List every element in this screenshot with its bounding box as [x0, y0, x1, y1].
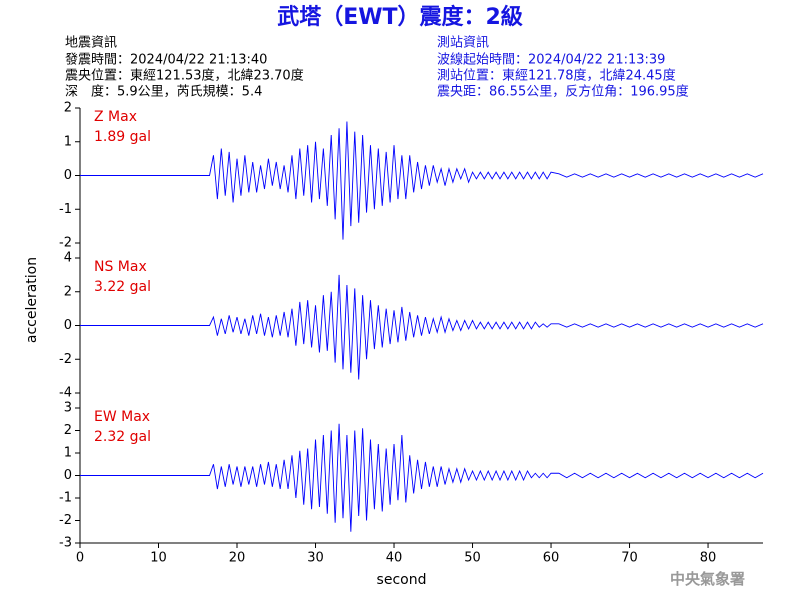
info-left: 深 度：5.9公里，芮氏規模：5.4	[65, 84, 262, 100]
x-tick-label: 40	[386, 551, 403, 566]
y-tick-label: -3	[59, 536, 72, 551]
x-tick-label: 50	[464, 551, 481, 566]
max-annotation: 2.32 gal	[94, 429, 151, 445]
y-tick-label: -1	[59, 491, 72, 506]
max-annotation: EW Max	[94, 409, 150, 425]
waveform	[80, 121, 764, 240]
y-tick-label: 0	[64, 318, 72, 333]
x-tick-label: 30	[307, 551, 324, 566]
y-tick-label: 1	[64, 134, 72, 149]
x-tick-label: 0	[76, 551, 84, 566]
waveform	[80, 423, 764, 532]
y-tick-label: 1	[64, 446, 72, 461]
x-tick-label: 80	[700, 551, 717, 566]
footer: 中央氣象署	[670, 570, 745, 588]
y-tick-label: 2	[64, 101, 72, 116]
max-annotation: NS Max	[94, 259, 147, 275]
y-tick-label: 0	[64, 168, 72, 183]
max-annotation: 1.89 gal	[94, 129, 151, 145]
y-tick-label: -1	[59, 202, 72, 217]
y-tick-label: -2	[59, 513, 72, 528]
info-left: 發震時間：2024/04/22 21:13:40	[65, 53, 267, 68]
y-tick-label: 4	[64, 251, 72, 266]
info-right: 測站資訊	[437, 36, 489, 51]
y-tick-label: -4	[59, 386, 72, 401]
x-tick-label: 20	[229, 551, 246, 566]
waveform	[80, 274, 764, 380]
y-tick-label: 3	[64, 401, 72, 416]
x-tick-label: 60	[543, 551, 560, 566]
info-right: 波線起始時間：2024/04/22 21:13:39	[437, 52, 665, 68]
info-right: 測站位置：東經121.78度，北緯24.45度	[437, 68, 676, 84]
y-tick-label: 2	[64, 423, 72, 438]
y-tick-label: 2	[64, 284, 72, 299]
info-left: 震央位置：東經121.53度，北緯23.70度	[65, 68, 304, 84]
y-tick-label: 0	[64, 468, 72, 483]
max-annotation: Z Max	[94, 109, 137, 125]
y-tick-label: -2	[59, 236, 72, 251]
x-axis-label: second	[377, 572, 427, 588]
info-right: 震央距：86.55公里，反方位角：196.95度	[437, 84, 689, 100]
max-annotation: 3.22 gal	[94, 279, 151, 295]
x-tick-label: 70	[621, 551, 638, 566]
title: 武塔（EWT）震度：2級	[277, 4, 523, 30]
y-axis-label: acceleration	[24, 257, 40, 343]
info-left: 地震資訊	[65, 36, 117, 51]
y-tick-label: -2	[59, 352, 72, 367]
x-tick-label: 10	[150, 551, 167, 566]
